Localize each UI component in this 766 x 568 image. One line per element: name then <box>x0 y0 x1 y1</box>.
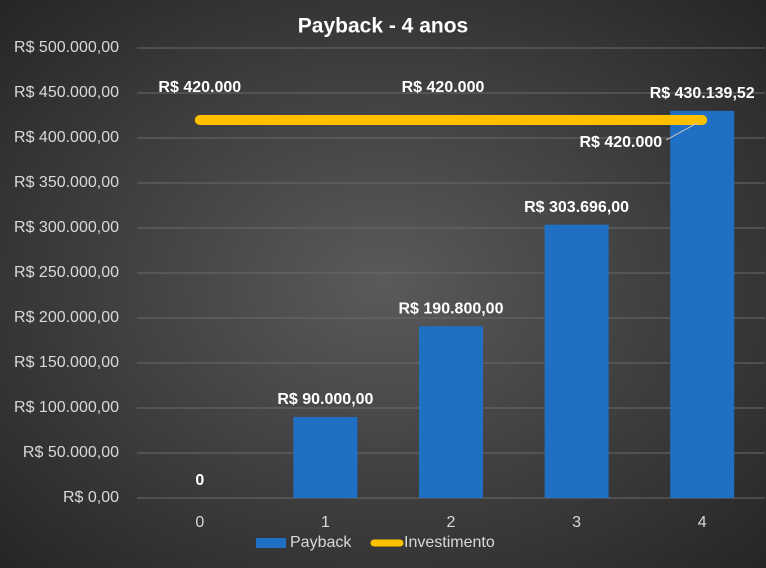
y-tick-label: R$ 400.000,00 <box>14 129 119 146</box>
y-tick-label: R$ 450.000,00 <box>14 84 119 101</box>
legend-label: Payback <box>290 534 352 551</box>
data-label: R$ 430.139,52 <box>650 85 755 102</box>
bar <box>419 326 483 498</box>
bar <box>293 417 358 498</box>
bar <box>544 224 609 499</box>
legend-label: Investimento <box>404 534 495 551</box>
data-label: R$ 90.000,00 <box>277 391 373 408</box>
data-label: R$ 420.000 <box>158 79 241 96</box>
y-tick-label: R$ 50.000,00 <box>23 444 119 461</box>
data-label: 0 <box>195 472 204 489</box>
x-tick-label: 0 <box>195 514 204 531</box>
y-tick-label: R$ 300.000,00 <box>14 219 119 236</box>
chart-title: Payback - 4 anos <box>298 15 468 38</box>
data-label: R$ 303.696,00 <box>524 199 629 216</box>
y-tick-label: R$ 0,00 <box>63 489 119 506</box>
y-tick-label: R$ 250.000,00 <box>14 264 119 281</box>
y-tick-label: R$ 500.000,00 <box>14 39 119 56</box>
y-tick-label: R$ 350.000,00 <box>14 174 119 191</box>
y-tick-label: R$ 200.000,00 <box>14 309 119 326</box>
x-tick-label: 2 <box>447 514 456 531</box>
bar <box>670 110 735 498</box>
leader-line <box>665 122 698 141</box>
x-tick-label: 4 <box>698 514 707 531</box>
y-tick-label: R$ 100.000,00 <box>14 399 119 416</box>
data-label: R$ 420.000 <box>579 134 662 151</box>
y-tick-label: R$ 150.000,00 <box>14 354 119 371</box>
data-label: R$ 420.000 <box>402 79 485 96</box>
x-tick-label: 1 <box>321 514 330 531</box>
legend-swatch <box>256 538 286 548</box>
data-label: R$ 190.800,00 <box>399 300 504 317</box>
x-tick-label: 3 <box>572 514 581 531</box>
